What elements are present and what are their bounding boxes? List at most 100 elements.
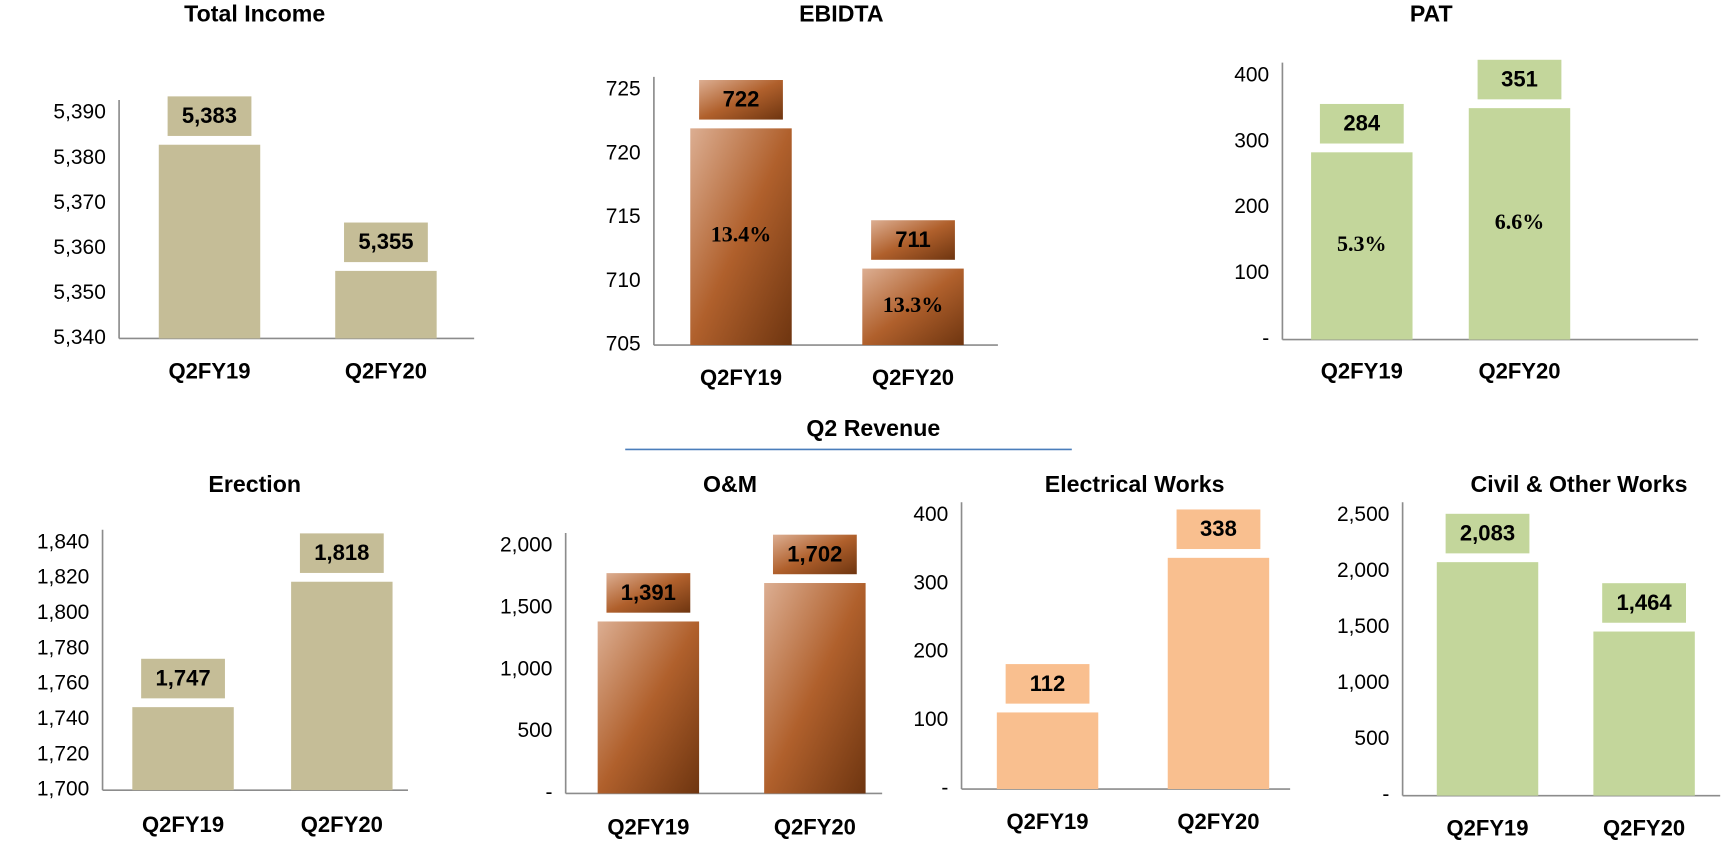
value-label: 1,391: [621, 580, 676, 605]
y-tick-label: 1,700: [37, 778, 89, 801]
value-label-box: [1319, 103, 1404, 144]
value-label: 2,083: [1460, 521, 1515, 546]
value-label-box: [772, 534, 857, 575]
value-label: 1,464: [1617, 590, 1673, 615]
value-label-box: [871, 220, 955, 260]
y-tick-label: 300: [913, 571, 948, 594]
x-tick-label: Q2FY19: [1446, 816, 1528, 841]
y-tick-label: 500: [1354, 727, 1389, 750]
y-tick-label: 2,000: [1337, 559, 1389, 582]
y-tick-label: 100: [913, 708, 948, 731]
bar: [132, 707, 234, 791]
value-label-box: [1477, 59, 1562, 100]
value-label-box: [699, 80, 783, 120]
y-tick-label: 2,500: [1337, 503, 1389, 526]
value-label-box: [344, 222, 428, 263]
x-tick-label: Q2FY19: [1321, 358, 1403, 383]
x-tick-label: Q2FY20: [774, 814, 856, 839]
y-tick-label: 1,500: [500, 596, 552, 619]
bar: [1311, 152, 1413, 340]
y-tick-label: -: [1382, 783, 1389, 806]
value-label-box: [1602, 583, 1686, 623]
y-tick-label: 1,740: [37, 707, 89, 730]
x-tick-label: Q2FY20: [345, 358, 427, 383]
y-tick-label: 100: [1234, 261, 1269, 284]
value-label: 722: [723, 87, 760, 112]
y-tick-label: 1,840: [37, 530, 89, 553]
value-label-box: [1445, 513, 1530, 554]
y-tick-label: 200: [913, 640, 948, 663]
y-tick-label: 200: [1234, 195, 1269, 218]
margin-label: 6.6%: [1495, 209, 1545, 234]
x-tick-label: Q2FY19: [1007, 809, 1089, 834]
y-tick-label: -: [1262, 327, 1269, 350]
bar: [1436, 562, 1539, 796]
y-tick-label: 1,000: [500, 657, 552, 680]
value-label-box: [1005, 664, 1090, 704]
y-tick-label: 1,500: [1337, 615, 1389, 638]
section-title: Q2 Revenue: [806, 415, 940, 441]
value-label-box: [299, 533, 384, 573]
x-tick-label: Q2FY19: [168, 358, 250, 383]
value-label: 338: [1200, 516, 1237, 541]
y-tick-label: 5,360: [53, 236, 105, 259]
bar: [597, 621, 700, 794]
value-label: 1,818: [314, 540, 369, 565]
chart-title: PAT: [1410, 1, 1453, 27]
x-tick-label: Q2FY20: [1603, 816, 1685, 841]
margin-label: 13.4%: [711, 222, 772, 247]
y-tick-label: 5,340: [53, 326, 105, 349]
bar: [1468, 108, 1571, 340]
y-tick-label: 400: [913, 503, 948, 526]
bar: [764, 583, 866, 794]
bar: [158, 144, 261, 339]
x-tick-label: Q2FY20: [1478, 358, 1560, 383]
bar: [862, 268, 964, 346]
chart-title: Civil & Other Works: [1471, 471, 1688, 497]
y-tick-label: 5,390: [53, 101, 105, 124]
y-tick-label: 710: [606, 269, 641, 292]
value-label-box: [141, 658, 225, 699]
y-tick-label: 705: [606, 333, 641, 356]
value-label: 1,747: [155, 666, 210, 691]
margin-label: 13.3%: [883, 292, 944, 317]
margin-label: 5.3%: [1337, 231, 1387, 256]
bar: [335, 270, 437, 339]
chart-title: Electrical Works: [1045, 471, 1225, 497]
chart-title: Total Income: [184, 1, 325, 27]
y-tick-label: 1,820: [37, 566, 89, 589]
chart-title: O&M: [703, 471, 757, 497]
chart-title: Erection: [208, 471, 301, 497]
value-label-box: [606, 573, 691, 613]
x-tick-label: Q2FY20: [301, 812, 383, 837]
y-tick-label: -: [545, 781, 552, 804]
y-tick-label: 725: [606, 78, 641, 101]
x-tick-label: Q2FY19: [700, 365, 782, 390]
x-tick-label: Q2FY19: [142, 812, 224, 837]
value-label-box: [167, 96, 252, 136]
value-label: 5,355: [358, 229, 413, 254]
bar: [1593, 631, 1695, 796]
y-tick-label: 5,370: [53, 191, 105, 214]
y-tick-label: 1,000: [1337, 671, 1389, 694]
value-label-box: [1176, 509, 1261, 550]
y-tick-label: 500: [517, 719, 552, 742]
bar: [291, 581, 393, 791]
value-label: 112: [1030, 671, 1066, 696]
bar: [690, 128, 792, 346]
y-tick-label: 720: [606, 141, 641, 164]
y-tick-label: 5,350: [53, 281, 105, 304]
y-tick-label: 1,760: [37, 672, 89, 695]
y-tick-label: 1,800: [37, 601, 89, 624]
y-tick-label: 5,380: [53, 146, 105, 169]
y-tick-label: 400: [1234, 63, 1269, 86]
value-label: 351: [1501, 67, 1538, 92]
bar: [1167, 557, 1270, 790]
y-tick-label: 2,000: [500, 534, 552, 557]
y-tick-label: -: [941, 777, 948, 800]
x-tick-label: Q2FY20: [1177, 809, 1259, 834]
y-tick-label: 715: [606, 205, 641, 228]
x-tick-label: Q2FY19: [607, 814, 689, 839]
value-label: 1,702: [787, 541, 842, 566]
